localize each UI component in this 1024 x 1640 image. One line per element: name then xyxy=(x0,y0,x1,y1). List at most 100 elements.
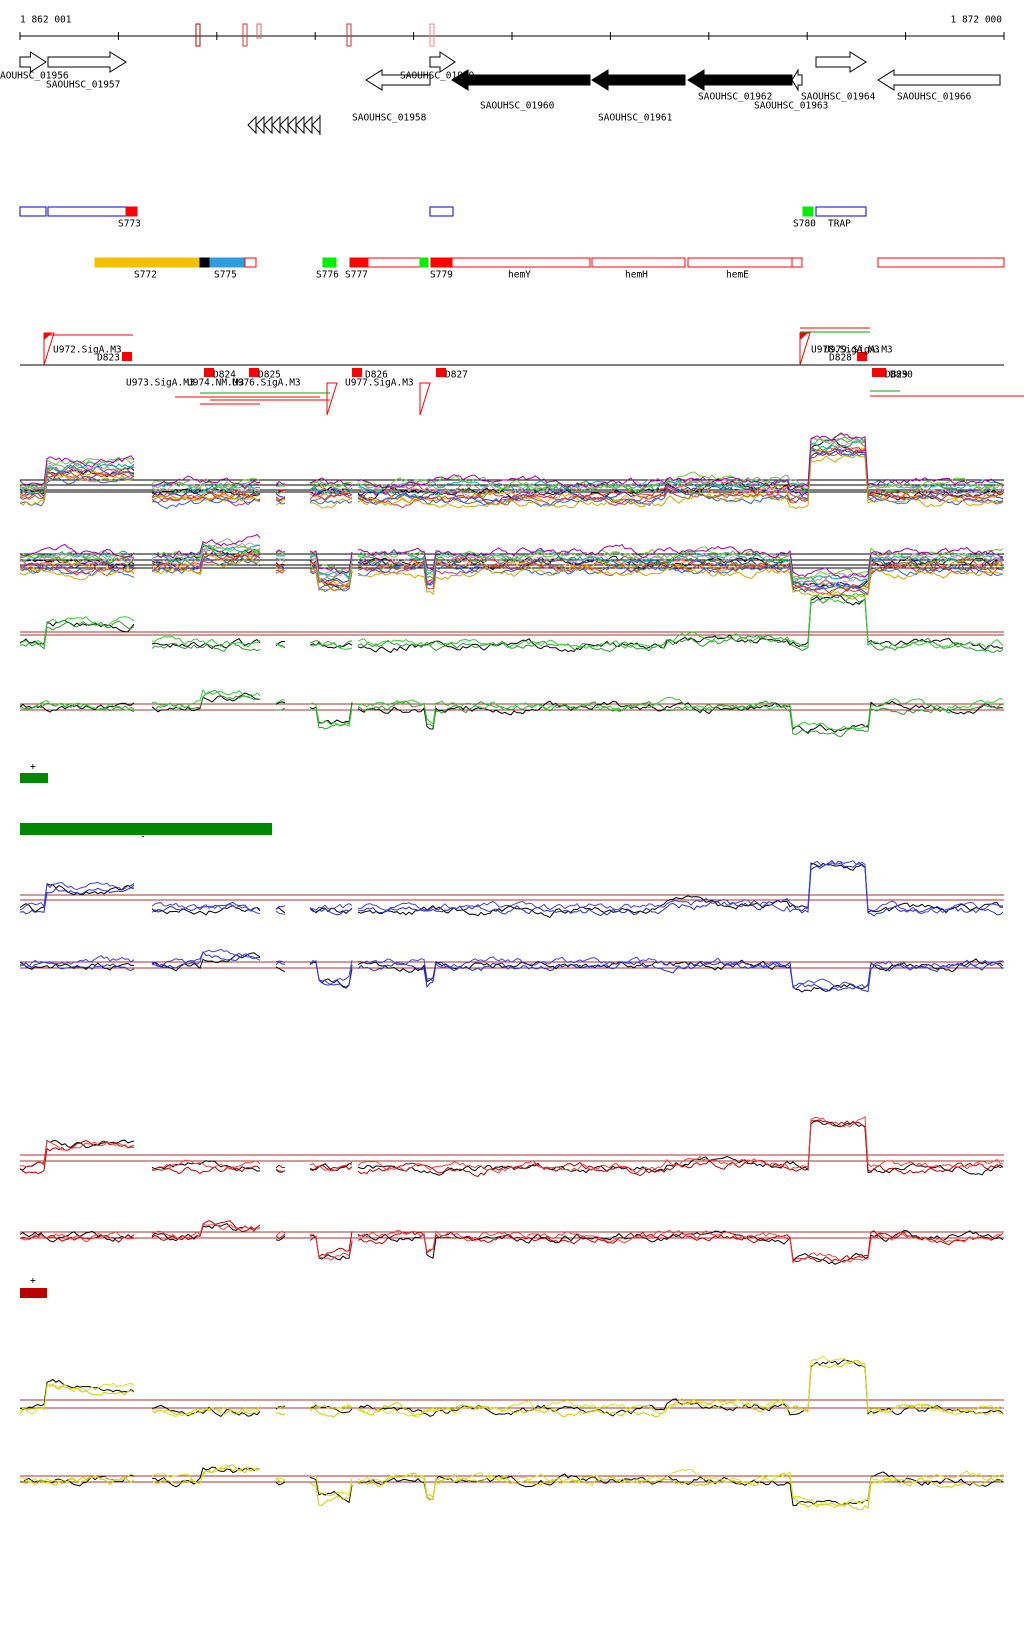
track-label: + xyxy=(30,762,36,773)
gene-arrow xyxy=(791,68,803,92)
profile-line xyxy=(275,910,286,915)
profile-line xyxy=(19,455,135,486)
profile-line xyxy=(19,560,135,574)
profile-line xyxy=(357,553,1004,588)
profile-line xyxy=(309,702,353,727)
profile-line xyxy=(357,445,1004,504)
segment xyxy=(47,206,127,217)
profile-line xyxy=(357,543,1004,579)
segment-label: S773 xyxy=(118,219,141,230)
gene-arrow xyxy=(429,51,456,73)
profile-line xyxy=(309,567,353,591)
segment xyxy=(815,206,867,217)
segment xyxy=(451,257,591,268)
profile-line xyxy=(151,482,261,495)
segment-label: hemY xyxy=(508,270,531,281)
feature-box xyxy=(204,368,214,377)
segment xyxy=(687,257,793,268)
profile-line xyxy=(309,640,353,650)
profile-line xyxy=(275,557,286,562)
segment xyxy=(367,257,421,268)
profile-line xyxy=(357,1359,1004,1417)
segment xyxy=(802,206,814,217)
profile-line xyxy=(310,1233,353,1261)
profile-line xyxy=(309,1162,353,1172)
profile-line xyxy=(275,960,286,964)
profile-line xyxy=(275,1164,286,1169)
feature-flag xyxy=(419,382,431,416)
profile-line xyxy=(357,860,1003,915)
feature-label: U973.SigA.M3 xyxy=(126,378,195,389)
track-label: + xyxy=(30,1276,36,1287)
profile-line xyxy=(357,1230,1004,1263)
feature-label: U976.SigA.M3 xyxy=(232,378,301,389)
feature-label: U978.SigA.M3 xyxy=(811,345,880,356)
profile-line xyxy=(151,1464,261,1485)
profile-line xyxy=(275,1481,286,1486)
profile-line xyxy=(19,1475,135,1487)
track-label: - xyxy=(140,832,146,843)
end-coordinate: 1 872 000 xyxy=(951,15,1003,26)
segment-label: S772 xyxy=(134,270,157,281)
profile-line xyxy=(357,555,1004,589)
feature-label: U979.SigA.M3 xyxy=(824,345,893,356)
profile-line xyxy=(275,570,286,575)
profile-line xyxy=(357,546,1004,580)
profile-line xyxy=(151,494,261,503)
profile-line xyxy=(275,1235,286,1241)
profile-line xyxy=(151,902,261,915)
profile-line xyxy=(151,1223,261,1240)
profile-line xyxy=(275,496,286,501)
profile-line xyxy=(19,474,135,506)
profile-line xyxy=(309,703,353,730)
feature-label: D828 xyxy=(829,353,852,364)
segment-label: TRAP xyxy=(828,219,851,230)
small-arrow xyxy=(311,115,321,135)
segment xyxy=(322,257,337,268)
ruler-marker xyxy=(195,23,201,47)
profile-line xyxy=(19,1140,135,1168)
profile-line xyxy=(309,903,353,911)
gene-label: SAOUHSC_01963 xyxy=(754,101,828,112)
profile-line xyxy=(309,496,353,509)
profile-line xyxy=(151,1406,261,1418)
profile-line xyxy=(19,955,135,967)
segment-label: hemH xyxy=(625,270,648,281)
ruler-marker xyxy=(346,23,352,47)
segment xyxy=(209,257,246,268)
profile-line xyxy=(275,550,286,555)
profile-line xyxy=(19,549,135,560)
profile-line xyxy=(357,454,1004,510)
profile-line xyxy=(275,699,286,704)
profile-line xyxy=(19,562,135,576)
profile-line xyxy=(151,905,261,916)
profile-line xyxy=(151,901,261,913)
profile-line xyxy=(151,1160,261,1172)
profile-line xyxy=(151,553,261,574)
feature-label: D827 xyxy=(445,370,468,381)
feature-label: D826 xyxy=(365,370,388,381)
profile-line xyxy=(357,449,1004,507)
profile-line xyxy=(151,1466,261,1488)
profile-line xyxy=(19,471,135,500)
gene-label: SAOUHSC_01966 xyxy=(897,92,972,103)
feature-box xyxy=(857,352,867,361)
gene-label: SAOUHSC_01958 xyxy=(352,113,427,124)
profile-line xyxy=(357,1116,1004,1174)
gene-arrow xyxy=(815,51,867,73)
profile-line xyxy=(309,1164,353,1172)
segment-label: S780 xyxy=(793,219,816,230)
profile-line xyxy=(151,489,261,501)
feature-box xyxy=(122,352,132,361)
gene-arrow xyxy=(47,51,127,73)
track-swatch xyxy=(20,773,48,783)
segment xyxy=(591,257,686,268)
feature-flag xyxy=(44,333,52,340)
gene-arrow xyxy=(365,69,431,91)
profile-line xyxy=(357,436,1004,495)
segment xyxy=(877,257,1005,268)
profile-line xyxy=(357,449,1004,508)
gene-label: SAOUHSC_01964 xyxy=(801,92,876,103)
ruler-marker xyxy=(256,23,262,39)
small-arrow xyxy=(279,115,289,135)
